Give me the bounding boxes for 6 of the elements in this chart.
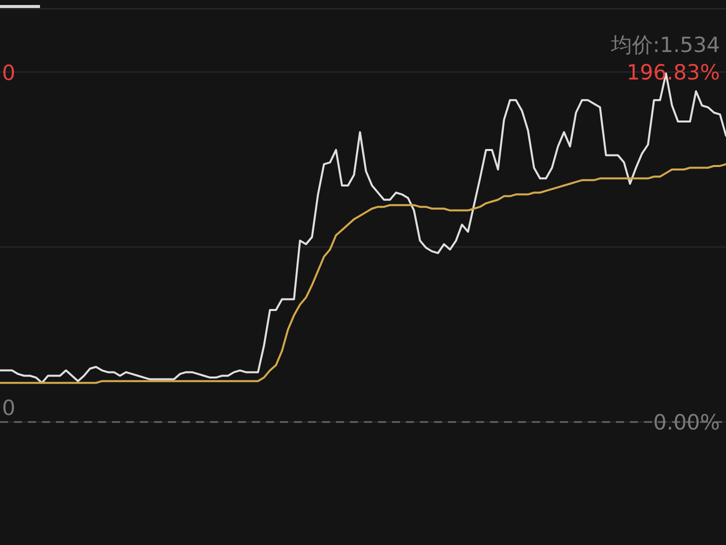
line-series bbox=[0, 163, 726, 384]
annotation: 均价:1.534 bbox=[610, 33, 720, 57]
y-tick-label: 196.83% bbox=[626, 60, 720, 84]
y-tick-label: 0.00% bbox=[653, 410, 720, 434]
annotation: 0 bbox=[2, 396, 16, 420]
annotation: 0 bbox=[2, 61, 16, 85]
